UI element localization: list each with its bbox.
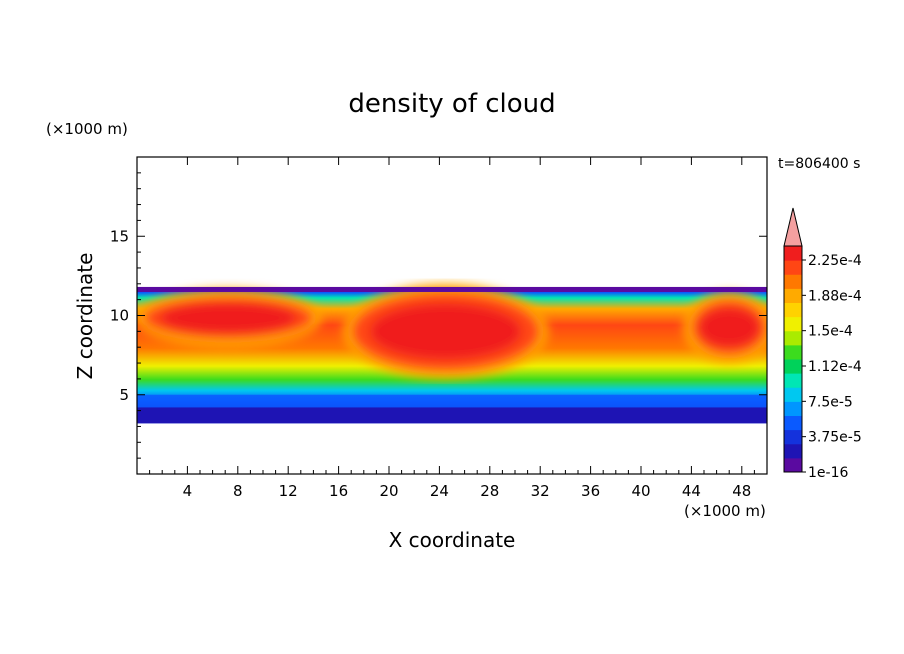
colorbar-segment	[784, 330, 802, 346]
colorbar-label: 3.75e-5	[808, 430, 862, 446]
x-unit-label: (×1000 m)	[684, 502, 766, 520]
top-edge	[137, 286, 767, 292]
x-tick-label: 36	[581, 482, 600, 500]
y-unit-label: (×1000 m)	[46, 120, 128, 138]
x-axis-label: X coordinate	[389, 528, 516, 552]
x-tick-label: 40	[631, 482, 650, 500]
colorbar-segment	[784, 288, 802, 303]
colorbar-label: 2.25e-4	[808, 253, 862, 269]
x-tick-label: 12	[279, 482, 298, 500]
colorbar-extend-arrow	[783, 207, 803, 247]
density-field	[137, 283, 767, 424]
x-tick-label: 16	[329, 482, 348, 500]
chart-title: density of cloud	[348, 89, 555, 119]
colorbar-segment	[784, 302, 802, 318]
x-tick-label: 8	[233, 482, 243, 500]
colorbar-label: 1e-16	[808, 465, 848, 481]
core-inner-1	[370, 303, 522, 360]
x-tick-label: 48	[732, 482, 751, 500]
core-inner-0	[160, 302, 297, 333]
x-ticks: 4 8 12 16 20 24 28 32 36 40 44 48	[149, 157, 755, 500]
time-label: t=806400 s	[778, 156, 860, 172]
colorbar-label: 1.5e-4	[808, 324, 853, 340]
colorbar-segment	[784, 373, 802, 388]
colorbar-segment	[784, 401, 802, 416]
colorbar-segment	[784, 457, 802, 473]
y-tick-label: 10	[110, 307, 129, 325]
y-tick-label: 15	[110, 227, 129, 245]
colorbar-segment	[784, 429, 802, 445]
colorbar-frame	[783, 245, 803, 473]
x-tick-label: 28	[480, 482, 499, 500]
colorbar-label: 1.88e-4	[808, 288, 862, 304]
colorbar: 1e-16 3.75e-5 7.5e-5 1.12e-4 1.5e-4 1.88e-4 2.…	[783, 207, 862, 481]
x-tick-label: 20	[379, 482, 398, 500]
y-tick-label: 5	[119, 386, 129, 404]
colorbar-segment	[784, 359, 802, 374]
x-tick-label: 32	[531, 482, 550, 500]
x-tick-label: 44	[682, 482, 701, 500]
colorbar-label: 1.12e-4	[808, 359, 862, 375]
colorbar-segment	[784, 274, 802, 289]
y-ticks: 5 10 15	[110, 172, 767, 459]
colorbar-segment	[784, 260, 802, 275]
x-tick-label: 24	[430, 482, 449, 500]
colorbar-label: 7.5e-5	[808, 394, 853, 410]
colorbar-segment	[784, 246, 802, 261]
colorbar-segment	[784, 344, 802, 360]
colorbar-segment	[784, 316, 802, 332]
y-axis-label: Z coordinate	[73, 253, 97, 380]
base-purple	[137, 407, 767, 424]
x-tick-label: 4	[183, 482, 193, 500]
colorbar-segment	[784, 443, 802, 459]
core-inner-2	[698, 307, 760, 347]
colorbar-segment	[784, 387, 802, 402]
colorbar-segment	[784, 415, 802, 431]
